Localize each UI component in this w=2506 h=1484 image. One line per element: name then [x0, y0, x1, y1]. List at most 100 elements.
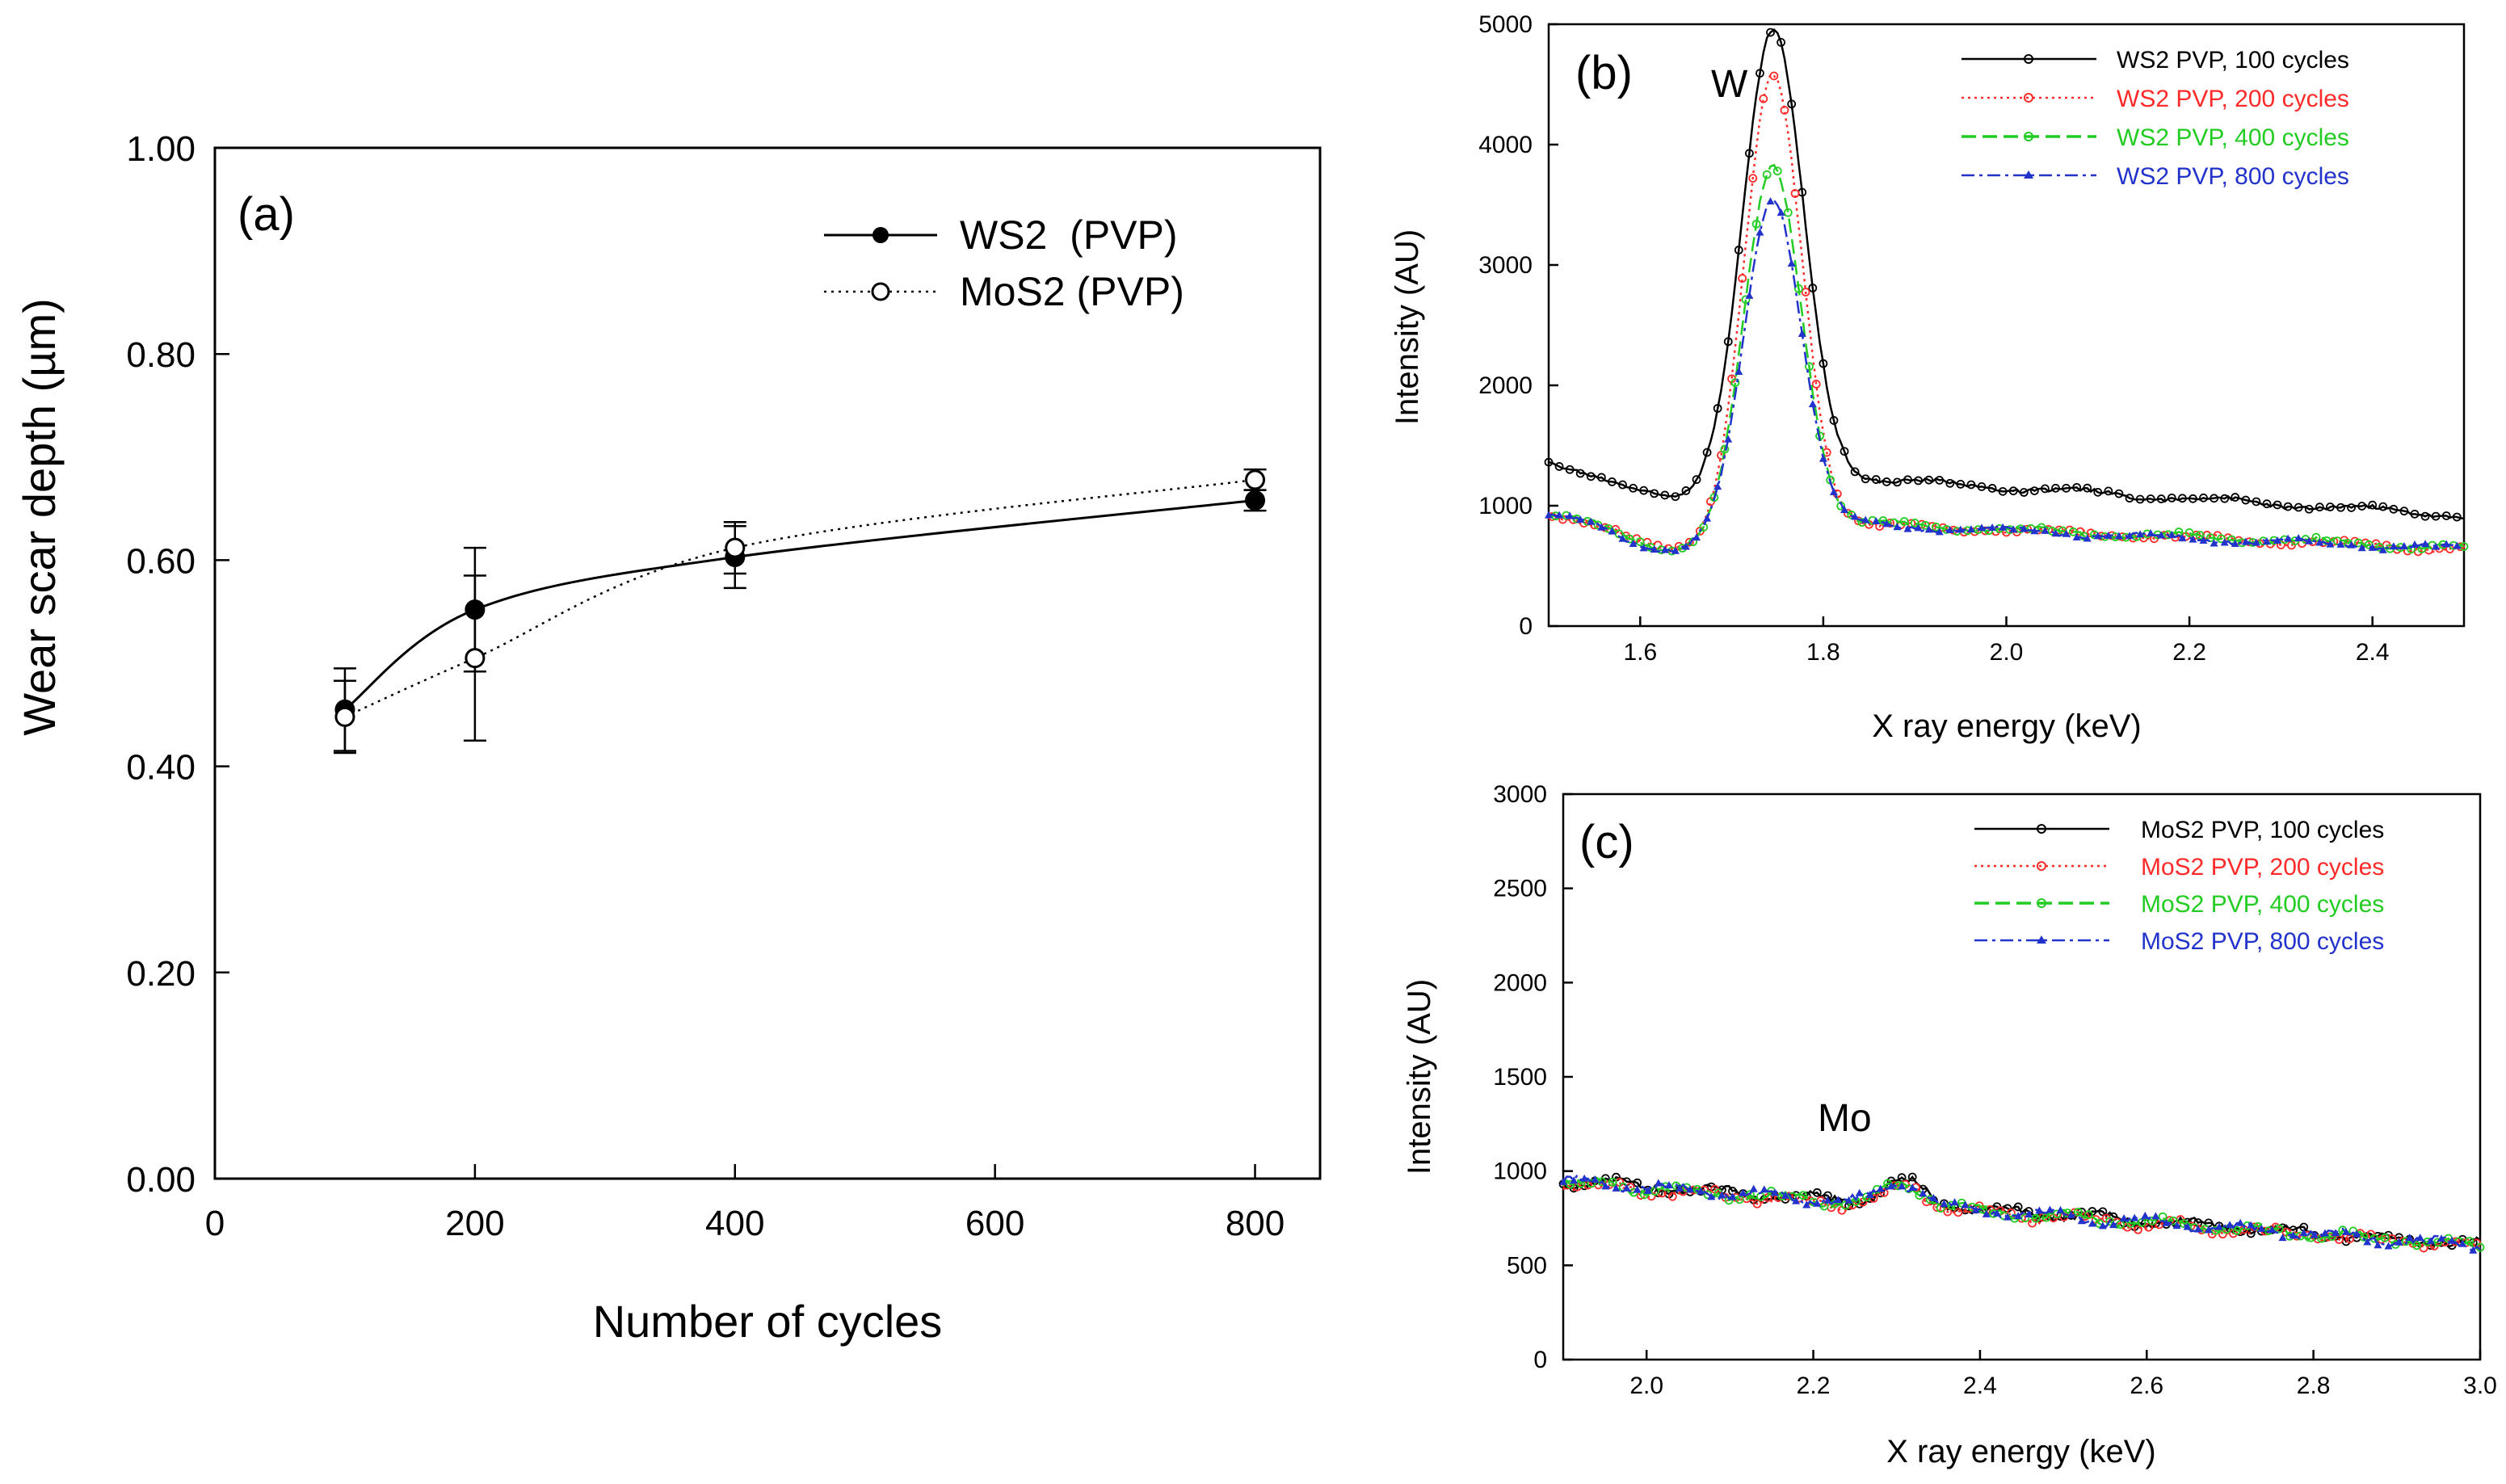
- spectrum-marker: [2068, 527, 2078, 536]
- series-line-ws2: [344, 498, 1255, 711]
- spectrum-marker: [1570, 1176, 1579, 1184]
- spectrum-marker: [1899, 517, 1909, 526]
- spectrum-marker: [2008, 486, 2018, 496]
- spectrum-marker: [1914, 523, 1923, 532]
- panel-c-legend: MoS2 PVP, 100 cycles MoS2 PVP, 200 cycle…: [1974, 817, 2384, 955]
- legend-marker-ws2-100: [2024, 54, 2033, 64]
- y-tick-label: 0: [1519, 613, 1533, 640]
- legend-label-ws2-400: WS2 PVP, 400 cycles: [2117, 124, 2349, 151]
- spectrum-marker: [1699, 523, 1709, 532]
- spectrum-marker: [2395, 1238, 2403, 1246]
- spectrum-marker: [1811, 380, 1821, 389]
- panel-c-peak-annotation: Mo: [1818, 1097, 1872, 1140]
- spectrum-marker: [1692, 533, 1701, 541]
- spectrum-marker: [1751, 219, 1761, 229]
- spectrum-marker: [1544, 457, 1554, 467]
- spectrum-marker: [2098, 1221, 2107, 1230]
- spectrum-marker: [1671, 492, 1680, 502]
- spectrum-marker: [1787, 259, 1796, 267]
- spectrum-marker: [2401, 1237, 2411, 1246]
- spectrum-marker: [2141, 1211, 2150, 1219]
- legend-marker-ws2-800: [2024, 170, 2033, 179]
- spectrum-marker: [2088, 1219, 2096, 1227]
- spectrum-marker: [2326, 502, 2335, 511]
- spectrum-marker: [1608, 477, 1617, 486]
- spectrum-marker: [1920, 520, 1930, 530]
- spectrum-marker: [2189, 535, 2197, 543]
- x-tick-label: 2.6: [2130, 1373, 2163, 1399]
- spectrum-marker: [2441, 511, 2451, 520]
- spectrum-marker: [1639, 486, 1649, 495]
- panel-b-chart: 1.6 1.8 2.0 2.2 2.4 0 1000 2000 3000 4000 5000 (b)…: [1390, 11, 2469, 744]
- spectrum-marker: [2378, 502, 2388, 511]
- data-point-mos2: [725, 537, 746, 558]
- spectrum-marker: [2072, 482, 2082, 492]
- x-tick-label: 0: [205, 1204, 225, 1243]
- panel-c-label: (c): [1579, 816, 1634, 868]
- spectrum-marker: [1819, 359, 1828, 368]
- spectrum-marker: [1664, 1181, 1673, 1189]
- spectrum-marker: [1643, 1186, 1652, 1194]
- spectrum-marker: [2220, 538, 2229, 546]
- spectrum-marker: [2380, 1233, 2390, 1242]
- spectrum-marker: [2305, 536, 2314, 544]
- x-tick-label: 2.2: [1797, 1373, 1831, 1399]
- panel-b-label: (b): [1575, 47, 1633, 99]
- y-tick-label: 1.00: [126, 129, 196, 169]
- spectrum-marker: [2289, 1231, 2298, 1239]
- spectrum-marker: [2274, 1224, 2284, 1234]
- spectrum-marker: [1945, 526, 1954, 534]
- spectrum-marker: [2442, 540, 2451, 548]
- spectrum-marker: [2030, 527, 2039, 535]
- legend-marker-ws2: [872, 227, 889, 243]
- panel-a-series: [333, 468, 1267, 755]
- spectrum-marker: [2199, 536, 2208, 544]
- legend-marker-mos2-200: [2037, 861, 2046, 871]
- spectrum-marker: [1903, 524, 1912, 532]
- panel-b-series: [1544, 27, 2469, 557]
- spectrum-marker: [1739, 1188, 1747, 1196]
- x-tick-label: 2.2: [2172, 639, 2206, 666]
- spectrum-marker: [1966, 480, 1976, 490]
- spectrum-marker: [2056, 1205, 2065, 1213]
- spectrum-marker: [2167, 493, 2176, 502]
- spectrum-marker: [2205, 533, 2215, 543]
- spectrum-marker: [2019, 488, 2029, 497]
- spectrum-marker: [2231, 539, 2239, 547]
- data-point-mos2: [465, 648, 486, 669]
- spectrum-marker: [1723, 337, 1733, 347]
- spectrum-marker: [2246, 1229, 2256, 1238]
- spectrum-marker: [1660, 490, 1670, 500]
- y-tick-label: 0.60: [126, 541, 196, 581]
- spectrum-marker: [1762, 170, 1772, 179]
- spectrum-marker: [2073, 1207, 2083, 1217]
- spectrum-marker: [2025, 1209, 2033, 1217]
- spectrum-marker: [1650, 545, 1659, 553]
- spectrum-marker: [2184, 528, 2194, 537]
- spectrum-marker: [1907, 1172, 1917, 1182]
- panel-a-label: (a): [238, 188, 295, 241]
- spectrum-marker: [2193, 1225, 2202, 1233]
- spectrum-marker: [2283, 502, 2293, 511]
- spectrum-marker: [2199, 493, 2208, 502]
- spectrum-marker: [2363, 1238, 2372, 1246]
- spectrum-marker: [1929, 1193, 1938, 1201]
- panel-b-xlabel: X ray energy (keV): [1872, 708, 2141, 744]
- panel-a-ticks: 0 200 400 600 800 0.00 0.20 0.40 0.60 0.80 1.00: [126, 129, 1285, 1243]
- spectrum-marker: [1872, 516, 1881, 524]
- spectrum-marker: [2104, 486, 2113, 496]
- spectrum-marker: [1555, 511, 1564, 519]
- spectrum-marker: [2294, 533, 2303, 541]
- spectrum-marker: [2126, 1218, 2136, 1228]
- spectrum-marker: [1686, 1185, 1695, 1193]
- spectrum-marker: [2051, 483, 2060, 493]
- panel-b-legend: WS2 PVP, 100 cycles WS2 PVP, 200 cycles …: [1961, 47, 2349, 190]
- spectrum-marker: [2084, 1210, 2093, 1219]
- spectrum-marker: [1961, 1200, 1970, 1209]
- spectrum-marker: [1812, 1188, 1822, 1197]
- spectrum-marker: [1752, 1199, 1762, 1209]
- spectrum-marker: [2412, 1241, 2421, 1251]
- x-tick-label: 800: [1226, 1204, 1285, 1243]
- spectrum-marker: [1924, 525, 1933, 533]
- spectrum-marker: [1935, 476, 1945, 485]
